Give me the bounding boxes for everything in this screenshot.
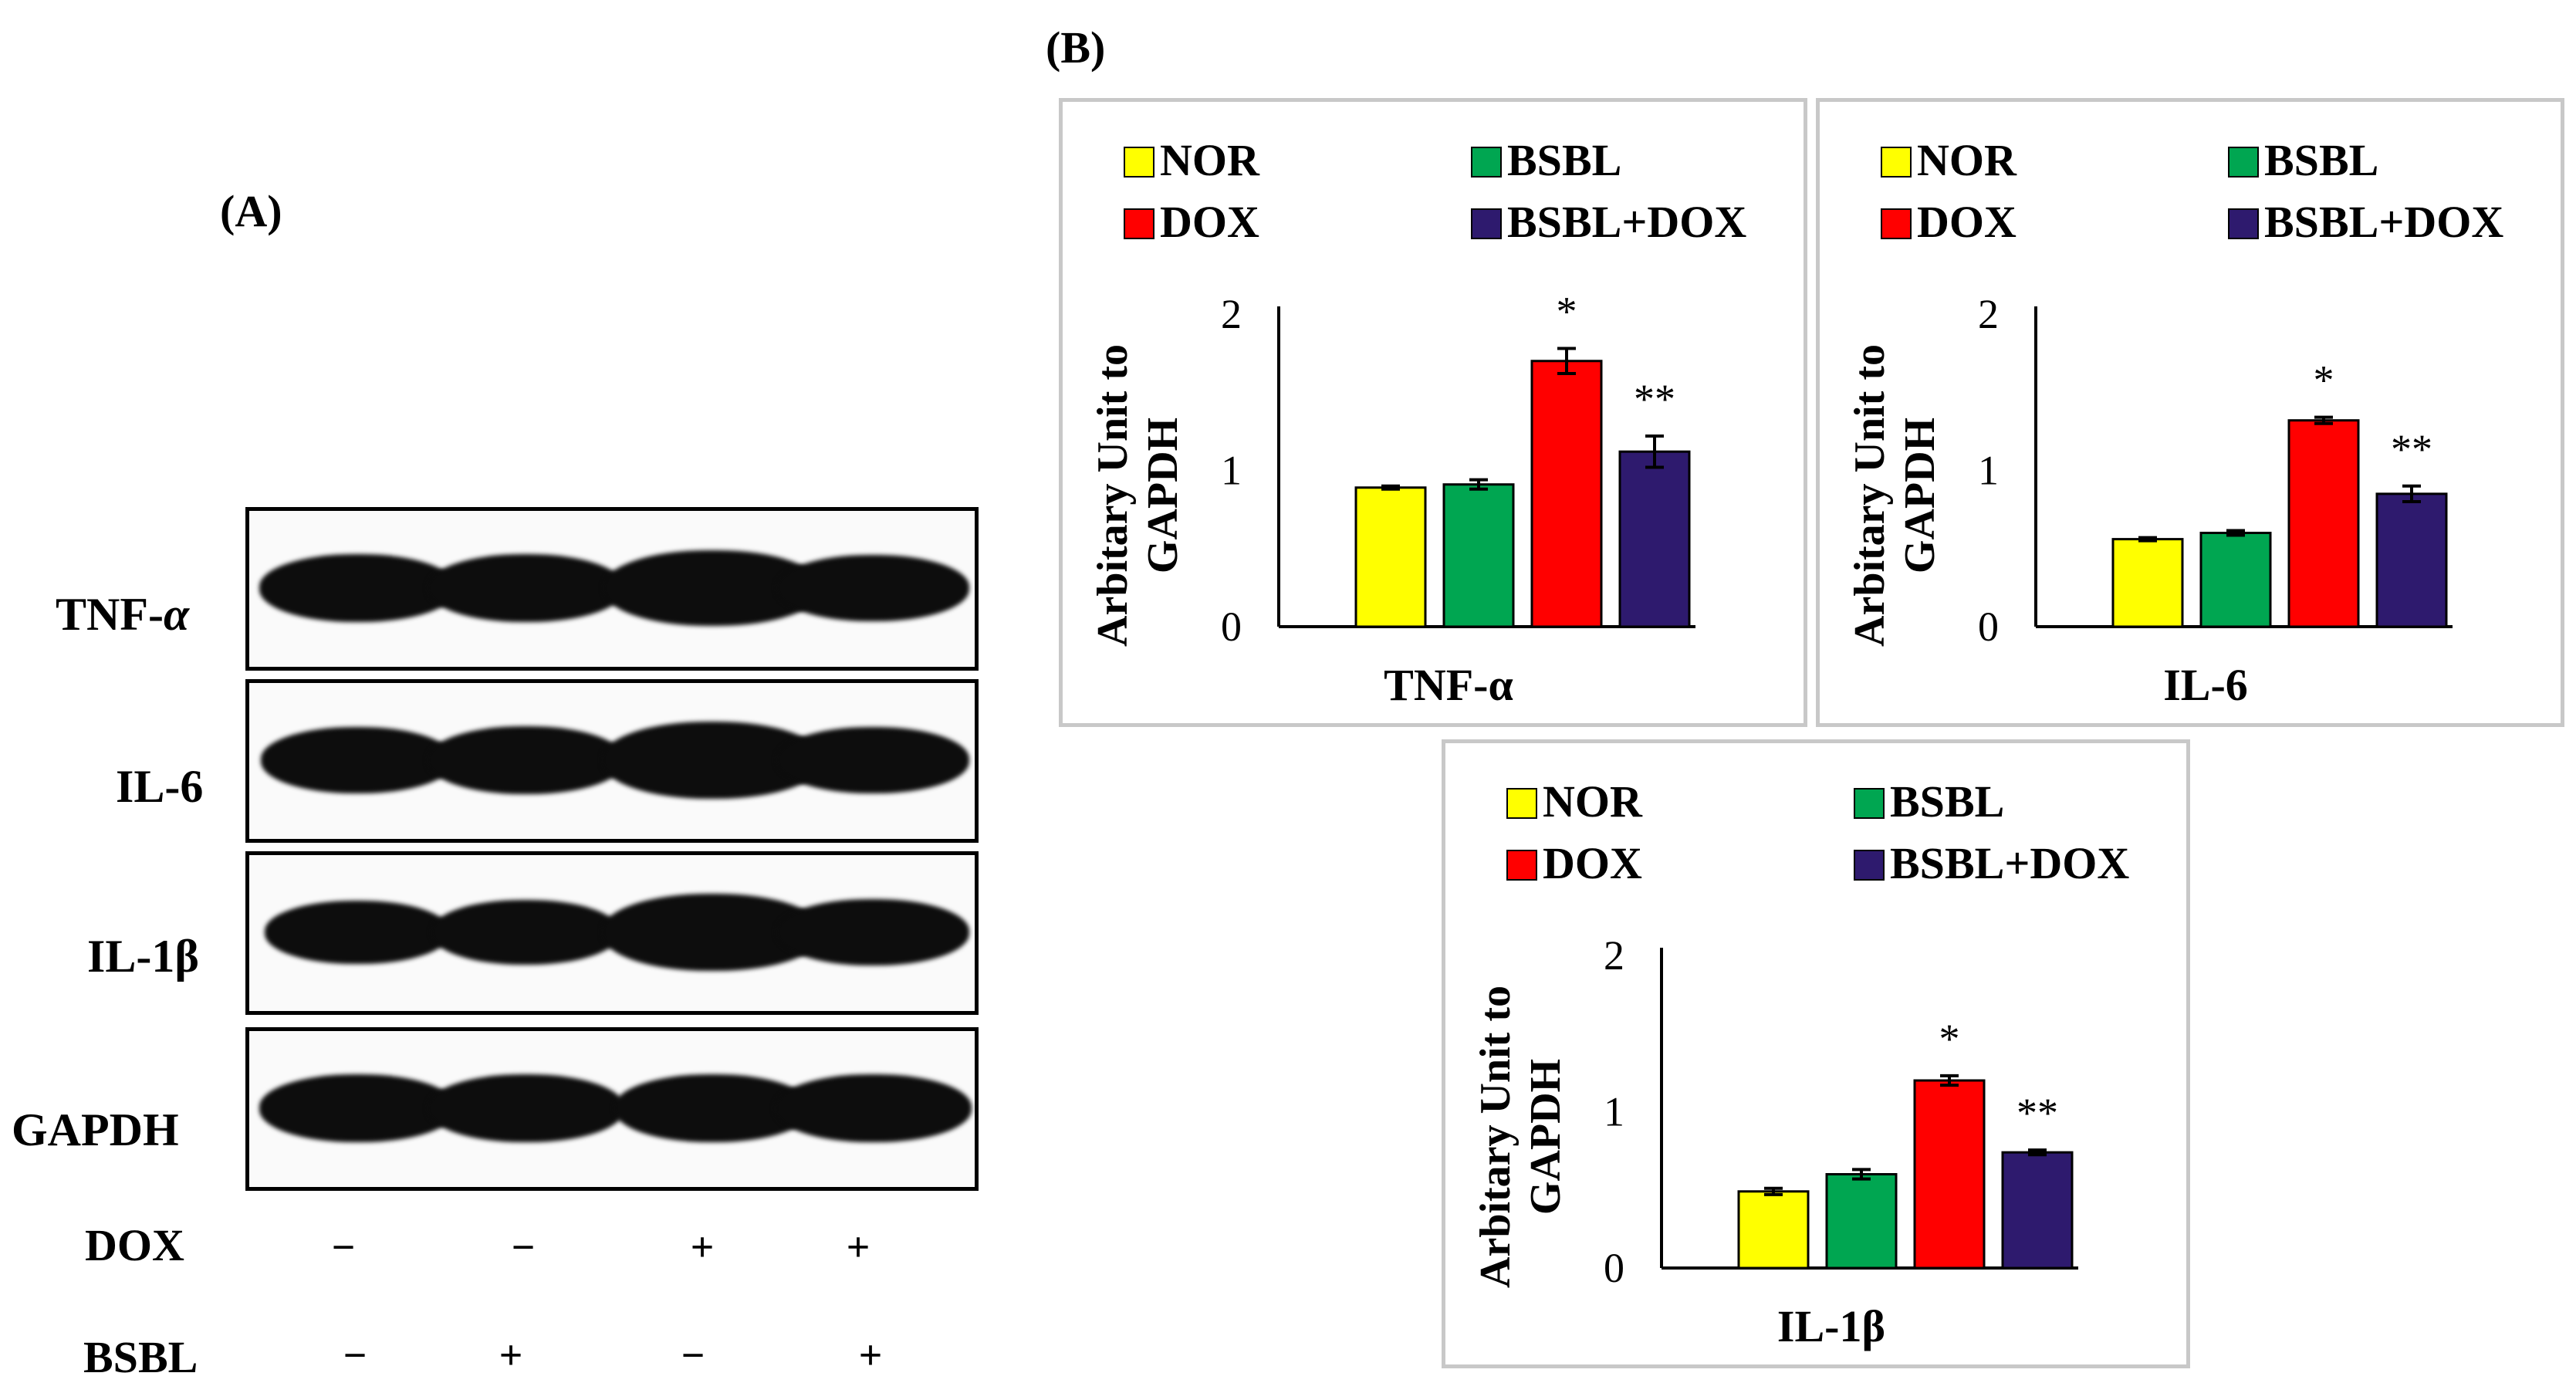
y-axis-label-line1: Arbitary Unit to	[1846, 344, 1894, 647]
x-axis-label: IL-6	[2163, 660, 2248, 710]
dox-sign-lane-2: −	[511, 1224, 536, 1270]
bsbl-sign-lane-1: −	[343, 1332, 367, 1378]
significance-marker: *	[1557, 289, 1577, 335]
bar-bsbl-dox	[2001, 1151, 2074, 1270]
y-tick-label: 1	[1978, 448, 1999, 494]
legend-swatch	[2228, 208, 2259, 239]
legend-swatch	[1506, 788, 1537, 819]
legend-swatch	[1471, 147, 1502, 178]
panel-b-label: (B)	[1046, 22, 1106, 73]
legend-label: BSBL+DOX	[1890, 838, 2129, 888]
bar-dox	[2287, 419, 2360, 628]
y-tick-label: 0	[1221, 604, 1242, 650]
legend-label: NOR	[1543, 776, 1643, 827]
y-axis-label-line1: Arbitary Unit to	[1089, 344, 1137, 647]
legend-swatch	[1854, 850, 1885, 881]
dox-sign-lane-3: +	[690, 1224, 715, 1270]
blot-band	[265, 900, 450, 965]
legend-label: BSBL	[2264, 135, 2378, 185]
y-axis-label-line2: GAPDH	[1896, 418, 1944, 573]
treatment-label-bsbl: BSBL	[83, 1332, 198, 1382]
blot-label-tnf: TNF-α	[56, 589, 190, 640]
bar-bsbl	[1825, 1173, 1898, 1270]
y-tick-label: 0	[1604, 1245, 1624, 1291]
y-axis-label-line1: Arbitary Unit to	[1472, 986, 1520, 1288]
y-tick-label: 1	[1221, 448, 1242, 494]
bar-bsbl-dox	[1618, 450, 1691, 628]
dox-sign-lane-1: −	[331, 1224, 356, 1270]
chart-il1b: NOR BSBL DOX BSBL+DOX Arbitary Unit to GAPDH 0…	[1442, 739, 2190, 1368]
legend-label: BSBL+DOX	[2264, 197, 2503, 247]
bar-nor	[2111, 538, 2184, 628]
legend-swatch	[1881, 208, 1912, 239]
blot-band	[776, 554, 969, 622]
blot-band	[261, 726, 454, 794]
bar-bsbl	[2199, 532, 2272, 628]
significance-marker: **	[2391, 426, 2432, 472]
blot-label-il1b: IL-1β	[87, 931, 199, 982]
y-axis-label-line2: GAPDH	[1139, 418, 1187, 573]
significance-marker: *	[1939, 1016, 1960, 1062]
bar-nor	[1354, 486, 1427, 628]
bsbl-sign-lane-2: +	[499, 1332, 523, 1378]
legend-label: BSBL	[1507, 135, 1621, 185]
blot-band	[259, 1074, 456, 1142]
significance-marker: **	[1634, 376, 1675, 422]
legend-label: DOX	[1543, 838, 1642, 888]
bsbl-sign-lane-3: −	[681, 1332, 705, 1378]
panel-a-label: (A)	[220, 186, 282, 236]
bsbl-sign-lane-4: +	[858, 1332, 883, 1378]
blot-band	[427, 554, 624, 622]
y-tick-label: 0	[1978, 604, 1999, 650]
treatment-label-dox: DOX	[85, 1220, 184, 1270]
legend-swatch	[1124, 147, 1154, 178]
blot-strip-il6	[245, 679, 979, 843]
legend-swatch	[2228, 147, 2259, 178]
y-axis-label-line2: GAPDH	[1522, 1059, 1570, 1215]
legend-label: DOX	[1917, 197, 2017, 247]
legend-swatch	[1854, 788, 1885, 819]
bar-dox	[1913, 1079, 1986, 1270]
legend-label: BSBL	[1890, 776, 2004, 827]
legend-label: DOX	[1160, 197, 1259, 247]
legend-label: BSBL+DOX	[1507, 197, 1746, 247]
bar-dox	[1530, 360, 1603, 628]
legend-swatch	[1471, 208, 1502, 239]
blot-band	[259, 554, 456, 622]
bar-bsbl	[1442, 483, 1515, 628]
y-tick-label: 2	[1604, 932, 1624, 979]
chart-tnf-alpha: NOR BSBL DOX BSBL+DOX Arbitary Unit to GAPDH 0…	[1059, 98, 1807, 727]
blot-label-gapdh: GAPDH	[12, 1104, 179, 1155]
x-axis-label: IL-1β	[1777, 1301, 1885, 1351]
blot-band	[774, 1074, 972, 1142]
blot-strip-il1b	[245, 851, 979, 1015]
blot-band	[776, 898, 969, 966]
blot-band	[427, 726, 624, 794]
legend-swatch	[1124, 208, 1154, 239]
chart-il6: NOR BSBL DOX BSBL+DOX Arbitary Unit to GAPDH 0…	[1816, 98, 2564, 727]
blot-strip-gapdh	[245, 1027, 979, 1191]
y-tick-label: 2	[1221, 291, 1242, 337]
legend-swatch	[1506, 850, 1537, 881]
blot-band	[427, 1074, 624, 1142]
bar-bsbl-dox	[2375, 492, 2448, 628]
y-tick-label: 2	[1978, 291, 1999, 337]
blot-band	[776, 726, 969, 794]
dox-sign-lane-4: +	[846, 1224, 870, 1270]
y-tick-label: 1	[1604, 1089, 1624, 1135]
significance-marker: *	[2314, 357, 2334, 404]
blot-band	[431, 899, 620, 965]
x-axis-label: TNF-α	[1384, 660, 1513, 710]
blot-label-il6: IL-6	[116, 761, 204, 812]
legend-swatch	[1881, 147, 1912, 178]
legend-label: NOR	[1917, 135, 2017, 185]
blot-strip-tnf	[245, 507, 979, 671]
legend-label: NOR	[1160, 135, 1260, 185]
significance-marker: **	[2017, 1090, 2058, 1136]
bar-nor	[1737, 1190, 1810, 1270]
